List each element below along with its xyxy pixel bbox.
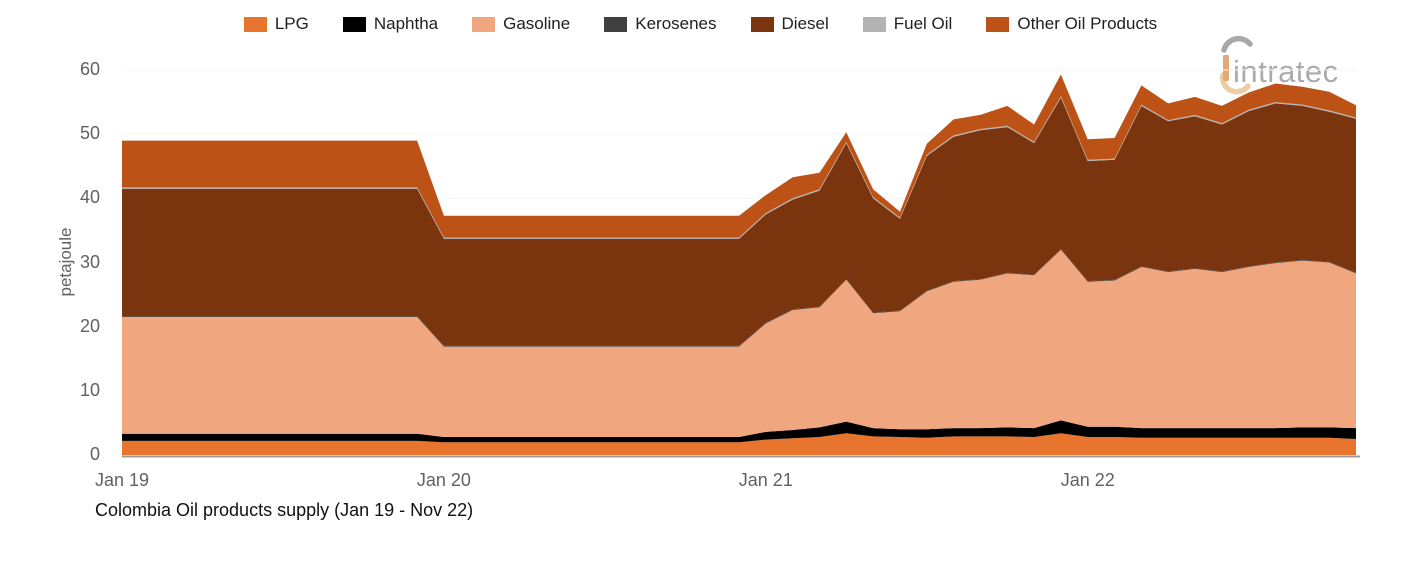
logo-i-bar (1223, 55, 1229, 81)
intratec-logo: intratec (1220, 35, 1339, 95)
logo-text: intratec (1233, 54, 1339, 89)
legend-swatch-fuel-oil (862, 16, 886, 32)
x-tick-label-jan-19: Jan 19 (94, 470, 150, 490)
area-other-oil-products (122, 74, 1356, 238)
legend-label: Other Oil Products (1017, 14, 1158, 33)
legend-swatch-gasoline (472, 16, 496, 32)
x-tick-label-jan-20: Jan 20 (416, 470, 471, 490)
logo-arc-bottom (1220, 72, 1251, 95)
legend-swatch-lpg (243, 16, 267, 32)
chart-title: Colombia Oil products supply (Jan 19 - N… (95, 500, 474, 520)
chart-legend: LPG Naphtha Gasoline Kerosenes Diesel Fuel Oi… (0, 14, 1401, 34)
y-tick-label-50: 50 (79, 123, 100, 144)
area-naphtha (122, 420, 1356, 443)
legend-item-lpg[interactable]: LPG (243, 14, 309, 34)
y-tick-label-40: 40 (79, 187, 100, 208)
area-gasoline (122, 249, 1356, 437)
x-tick-label-jan-21: Jan 21 (738, 470, 793, 490)
legend-label: Diesel (781, 14, 829, 33)
legend-item-gasoline[interactable]: Gasoline (472, 14, 570, 34)
legend-item-kerosenes[interactable]: Kerosenes (604, 14, 717, 34)
legend-label: LPG (274, 14, 309, 33)
logo-arc-top (1221, 35, 1253, 53)
legend-swatch-naphtha (342, 16, 366, 32)
y-tick-label-10: 10 (79, 379, 100, 400)
legend-item-fuel-oil[interactable]: Fuel Oil (862, 14, 953, 34)
y-tick-label-20: 20 (79, 315, 100, 336)
legend-swatch-diesel (750, 16, 774, 32)
area-diesel (122, 97, 1356, 346)
area-lpg (122, 433, 1356, 455)
y-tick-label-30: 30 (79, 251, 100, 272)
x-tick-label-jan-22: Jan 22 (1060, 470, 1115, 490)
legend-item-naphtha[interactable]: Naphtha (342, 14, 439, 34)
legend-item-diesel[interactable]: Diesel (750, 14, 829, 34)
legend-label: Kerosenes (635, 14, 717, 33)
legend-label: Fuel Oil (893, 14, 953, 33)
legend-label: Gasoline (503, 14, 571, 33)
y-tick-label-0: 0 (89, 444, 100, 464)
legend-label: Naphtha (373, 14, 439, 33)
legend-swatch-other-oil-products (986, 16, 1010, 32)
legend-item-other-oil-products[interactable]: Other Oil Products (986, 14, 1157, 34)
y-tick-label-60: 60 (79, 59, 100, 79)
legend-swatch-kerosenes (604, 16, 628, 32)
